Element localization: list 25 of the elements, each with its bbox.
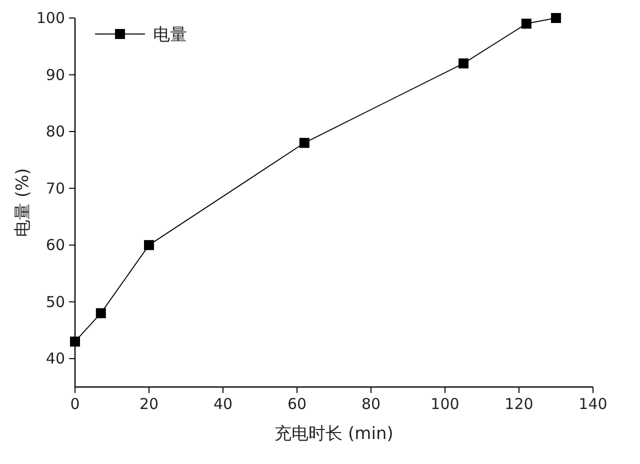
y-tick-label: 80: [46, 122, 65, 141]
legend-label: 电量: [153, 25, 187, 45]
point: [521, 18, 532, 29]
y-tick-label: 90: [46, 66, 65, 84]
point: [299, 138, 310, 148]
x-tick-label: 140: [578, 395, 608, 413]
x-tick-label: 40: [213, 395, 233, 413]
x-tick-label: 60: [287, 395, 307, 413]
point: [551, 13, 561, 23]
x-tick-label: 100: [430, 395, 460, 413]
x-tick-label: 0: [70, 395, 80, 413]
x-axis-title: 充电时长 (min): [274, 424, 394, 444]
point: [144, 240, 154, 250]
y-tick-label: 70: [46, 179, 65, 198]
x-tick-label: 20: [139, 395, 159, 413]
y-tick-label: 40: [46, 350, 65, 368]
y-tick-label: 50: [46, 292, 65, 311]
point: [70, 336, 80, 347]
point: [96, 308, 106, 318]
x-tick-label: 120: [504, 395, 534, 413]
point: [458, 58, 468, 68]
x-tick-label: 80: [361, 395, 381, 413]
y-axis-title: 电量 (%): [13, 168, 33, 237]
y-tick-label: 100: [36, 9, 65, 27]
y-tick-label: 60: [46, 236, 65, 254]
